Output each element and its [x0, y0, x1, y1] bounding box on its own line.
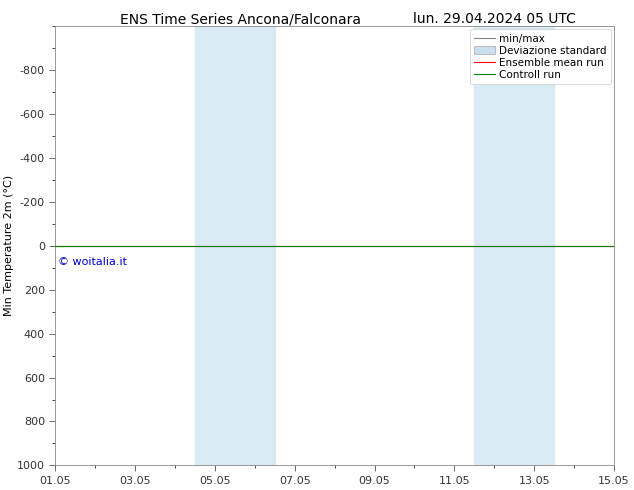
Y-axis label: Min Temperature 2m (°C): Min Temperature 2m (°C) [4, 175, 14, 317]
Bar [474, 26, 554, 465]
Legend: min/max, Deviazione standard, Ensemble mean run, Controll run: min/max, Deviazione standard, Ensemble m… [470, 29, 611, 84]
Text: lun. 29.04.2024 05 UTC: lun. 29.04.2024 05 UTC [413, 12, 576, 26]
Text: ENS Time Series Ancona/Falconara: ENS Time Series Ancona/Falconara [120, 12, 361, 26]
Text: © woitalia.it: © woitalia.it [58, 257, 127, 267]
Bar [195, 26, 275, 465]
